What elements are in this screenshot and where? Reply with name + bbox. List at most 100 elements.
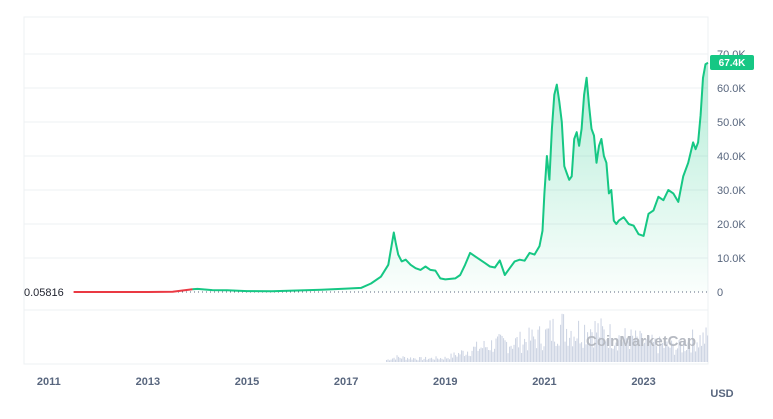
volume-bar bbox=[648, 335, 650, 362]
volume-bar bbox=[605, 341, 607, 362]
volume-bar bbox=[488, 349, 490, 362]
volume-bar bbox=[647, 337, 649, 362]
y-tick-label: 10.0K bbox=[717, 253, 746, 265]
price-line-main-segment bbox=[192, 61, 709, 293]
volume-bar bbox=[503, 338, 505, 362]
volume-bar bbox=[644, 342, 646, 362]
volume-bar bbox=[468, 355, 470, 362]
volume-bar bbox=[425, 356, 427, 362]
volume-bar bbox=[671, 340, 673, 362]
volume-bar bbox=[632, 335, 634, 362]
volume-bar bbox=[543, 346, 545, 362]
volume-bar bbox=[696, 342, 698, 362]
volume-bar bbox=[618, 335, 620, 362]
volume-bar bbox=[698, 347, 700, 362]
x-tick-label: 2023 bbox=[631, 376, 655, 388]
volume-bar bbox=[612, 348, 614, 362]
volume-bar bbox=[462, 350, 464, 362]
volume-bar bbox=[633, 340, 635, 362]
volume-bar bbox=[615, 342, 617, 362]
volume-bar bbox=[675, 349, 677, 362]
volume-bar bbox=[477, 350, 479, 362]
volume-bar bbox=[656, 346, 658, 362]
volume-bar bbox=[458, 352, 460, 362]
volume-bar bbox=[455, 355, 457, 362]
volume-bar bbox=[651, 334, 653, 362]
volume-bar bbox=[680, 344, 682, 362]
volume-bar bbox=[495, 338, 497, 362]
volume-bar bbox=[423, 358, 425, 362]
volume-bar bbox=[512, 348, 514, 362]
volume-bar bbox=[635, 330, 637, 362]
volume-bar bbox=[558, 345, 560, 362]
volume-bar bbox=[665, 341, 667, 362]
volume-bar bbox=[677, 348, 679, 362]
current-price-badge: 67.4K bbox=[710, 55, 754, 70]
volume-bar bbox=[498, 334, 500, 362]
volume-bar bbox=[537, 329, 539, 362]
volume-bar bbox=[506, 341, 508, 362]
price-area bbox=[73, 62, 709, 292]
volume-bar bbox=[555, 345, 557, 362]
volume-bar bbox=[420, 357, 422, 362]
volume-bar bbox=[645, 338, 647, 362]
volume-bar bbox=[501, 335, 503, 362]
volume-bar bbox=[453, 352, 455, 362]
volume-bar bbox=[449, 359, 451, 362]
volume-bar bbox=[395, 359, 397, 362]
volume-bar bbox=[668, 346, 670, 362]
volume-bar bbox=[642, 344, 644, 362]
volume-bar bbox=[536, 348, 538, 362]
volume-bar bbox=[539, 326, 541, 362]
volume-bar bbox=[624, 328, 626, 362]
volume-bar bbox=[689, 346, 691, 362]
volume-bar bbox=[638, 342, 640, 362]
volume-bar bbox=[479, 348, 481, 362]
volume-bar bbox=[428, 358, 430, 362]
x-tick-label: 2017 bbox=[334, 376, 358, 388]
volume-bar bbox=[557, 343, 559, 362]
volume-bar bbox=[611, 348, 613, 362]
volume-bar bbox=[660, 344, 662, 362]
volume-bar bbox=[576, 338, 578, 362]
volume-bar bbox=[522, 344, 524, 362]
price-line[interactable] bbox=[73, 61, 709, 293]
volume-bar bbox=[653, 341, 655, 362]
volume-bar bbox=[695, 351, 697, 362]
volume-bar bbox=[461, 350, 463, 362]
volume-bar bbox=[456, 356, 458, 362]
volume-bar bbox=[521, 352, 523, 362]
volume-bar bbox=[599, 337, 601, 362]
volume-bar bbox=[690, 352, 692, 362]
x-tick-label: 2011 bbox=[37, 376, 61, 388]
volume-bar bbox=[387, 359, 389, 362]
volume-bar bbox=[609, 324, 611, 362]
volume-bar bbox=[705, 327, 707, 362]
volume-bar bbox=[686, 349, 688, 362]
volume-bar bbox=[396, 355, 398, 362]
volume-bar bbox=[608, 347, 610, 362]
volume-bar bbox=[515, 338, 517, 362]
volume-bar bbox=[669, 347, 671, 362]
volume-bar bbox=[663, 347, 665, 362]
volume-bar bbox=[497, 336, 499, 362]
volume-bar bbox=[519, 331, 521, 362]
x-tick-label: 2015 bbox=[235, 376, 259, 388]
volume-bar bbox=[492, 351, 494, 362]
volume-bar bbox=[641, 333, 643, 362]
volume-bar bbox=[654, 338, 656, 362]
volume-bar bbox=[459, 354, 461, 362]
volume-bar bbox=[674, 354, 676, 362]
volume-bar bbox=[434, 359, 436, 362]
price-area-fill bbox=[73, 62, 709, 292]
volume-bar bbox=[392, 358, 394, 362]
volume-bar bbox=[446, 358, 448, 362]
volume-bar bbox=[684, 351, 686, 362]
volume-bar bbox=[528, 327, 530, 362]
volume-bar bbox=[597, 323, 599, 362]
volume-bar bbox=[593, 347, 595, 362]
volume-bar bbox=[621, 341, 623, 362]
volume-bar bbox=[639, 330, 641, 362]
